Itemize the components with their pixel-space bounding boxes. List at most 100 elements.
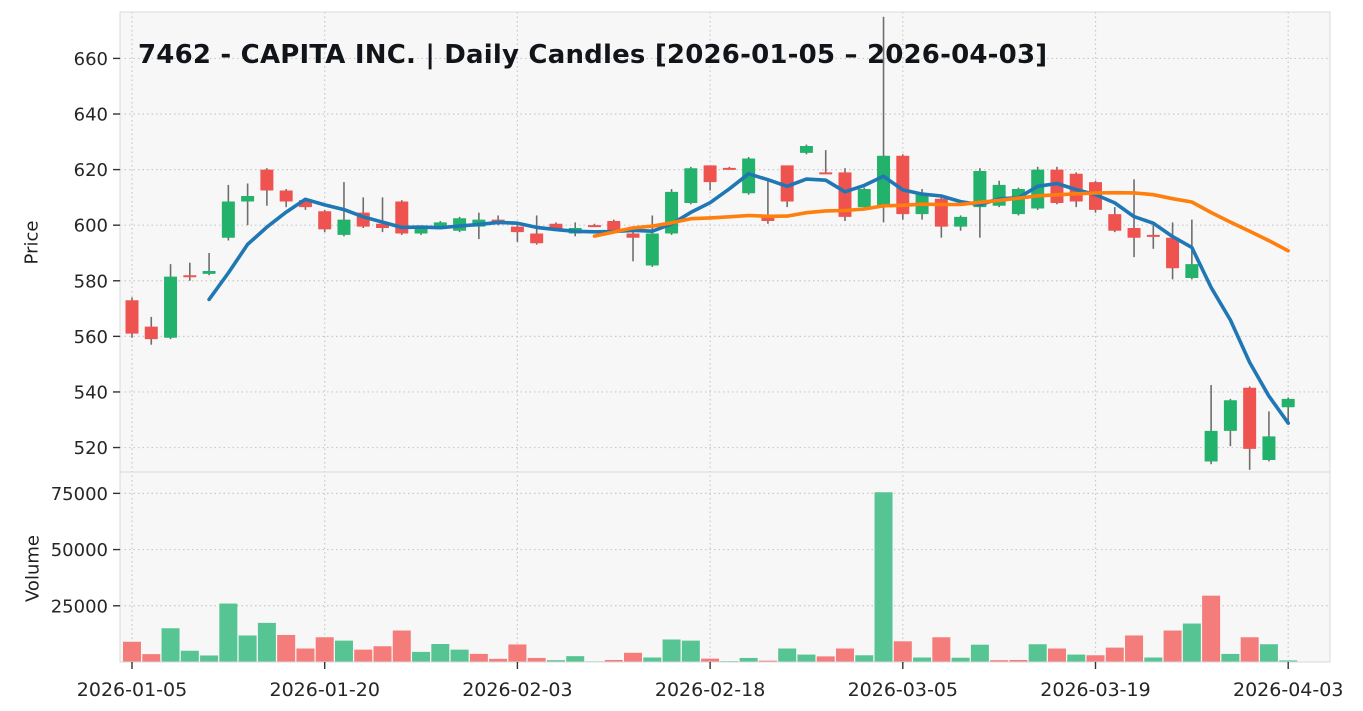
volume-bar-12 [354,649,373,662]
candle-body-56 [1204,430,1218,462]
candle-body-54 [1166,237,1180,269]
volume-bar-4 [200,655,219,662]
volume-bar-33 [758,660,777,662]
volume-bar-7 [257,622,276,662]
candle-body-51 [1108,214,1122,231]
x-tick-label-2026-02-18: 2026-02-18 [655,679,765,701]
volume-bar-20 [508,644,527,662]
candle-body-36 [819,172,833,175]
volume-bar-60 [1279,660,1298,662]
candle-body-20 [510,226,524,233]
volume-bar-17 [450,649,469,662]
volume-bar-59 [1259,644,1278,662]
candle-body-30 [703,165,717,183]
candle-body-37 [838,172,852,217]
price-axis-label: Price [21,220,43,265]
volume-bar-56 [1202,595,1221,662]
price-tick-label-520: 520 [74,438,108,459]
price-tick-label-600: 600 [74,216,108,237]
volume-bar-3 [180,650,199,662]
volume-bar-15 [412,651,431,662]
volume-bar-2 [161,628,180,662]
volume-bar-19 [489,658,508,662]
price-tick-label-620: 620 [74,160,108,181]
candle-body-21 [530,233,544,244]
volume-bar-30 [701,658,720,662]
candle-body-34 [780,165,794,202]
volume-bar-49 [1067,654,1086,662]
volume-tick-label-50000: 50000 [51,540,108,561]
candle-body-24 [587,225,601,228]
volume-bar-23 [566,656,585,662]
volume-bar-18 [469,653,488,662]
x-tick-label-2026-03-05: 2026-03-05 [848,679,958,701]
candle-body-3 [183,275,197,278]
volume-bar-47 [1028,644,1047,662]
volume-bar-55 [1182,623,1201,662]
volume-bar-37 [835,648,854,662]
price-tick-label-660: 660 [74,49,108,70]
price-tick-label-580: 580 [74,271,108,292]
candle-body-35 [799,145,813,153]
volume-bar-21 [527,657,546,662]
volume-bar-36 [816,656,835,662]
candle-body-2 [164,276,178,338]
candle-body-57 [1223,400,1237,431]
volume-bar-11 [334,640,353,662]
candle-body-59 [1262,436,1276,461]
volume-bar-53 [1144,657,1163,662]
volume-bar-28 [662,639,681,662]
x-tick-label-2026-01-05: 2026-01-05 [77,679,187,701]
x-tick-label-2026-03-19: 2026-03-19 [1040,679,1150,701]
x-tick-label-2026-01-20: 2026-01-20 [269,679,379,701]
candle-body-47 [1031,169,1045,209]
x-tick-label-2026-04-03: 2026-04-03 [1233,679,1343,701]
volume-bar-22 [546,660,565,662]
volume-bar-43 [951,657,970,662]
candle-body-6 [241,196,255,202]
candle-body-39 [877,155,891,206]
candle-body-58 [1243,387,1257,449]
candle-body-38 [857,189,871,208]
volume-bar-42 [932,637,951,662]
candle-body-31 [722,167,736,170]
volume-bar-9 [296,648,315,662]
candle-body-44 [973,170,987,208]
candle-body-8 [279,190,293,202]
candle-body-55 [1185,264,1199,278]
candle-body-27 [645,233,659,266]
candle-body-29 [684,168,698,203]
candle-body-4 [202,271,216,274]
candle-body-52 [1127,227,1141,238]
plot-background [120,12,1330,662]
volume-bar-26 [624,652,643,662]
price-tick-label-540: 540 [74,382,108,403]
volume-bar-32 [739,657,758,662]
volume-bar-48 [1047,648,1066,662]
volume-bar-39 [874,492,893,662]
volume-panel-border [119,471,1331,663]
candle-body-10 [318,211,332,230]
volume-bar-13 [373,646,392,662]
candle-body-53 [1146,234,1160,237]
volume-bar-35 [797,654,816,662]
volume-bar-14 [392,630,411,662]
overlay-line-sma-25 [592,190,1290,253]
candle-body-5 [221,201,235,238]
candle-body-1 [144,326,158,340]
volume-axis-label: Volume [22,535,44,602]
volume-bar-44 [970,644,989,662]
candle-body-25 [607,221,621,231]
volume-bar-46 [1009,659,1028,662]
candle-body-0 [125,300,139,334]
volume-bar-29 [681,640,700,662]
volume-bar-5 [219,603,238,662]
volume-bar-6 [238,635,257,662]
candle-body-7 [260,169,274,191]
volume-tick-label-25000: 25000 [51,596,108,617]
volume-bar-45 [990,660,1009,662]
volume-bar-0 [123,641,141,662]
volume-bar-25 [604,659,623,662]
volume-bar-40 [893,641,912,662]
